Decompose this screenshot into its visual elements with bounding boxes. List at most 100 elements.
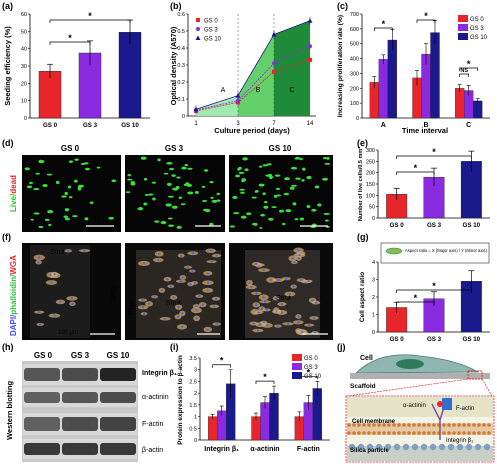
stained-nucleus — [297, 257, 300, 260]
stained-nucleus — [179, 280, 183, 283]
lipid-head — [367, 423, 371, 427]
live-cell — [201, 185, 206, 188]
c-ytick-label: 700 — [350, 12, 359, 18]
a-ytick-label: 50 — [21, 29, 27, 35]
lipid-head — [447, 423, 451, 427]
live-cell — [64, 191, 68, 196]
stained-nucleus — [180, 325, 184, 328]
micro-d-gs0 — [22, 155, 121, 232]
live-cell — [127, 178, 133, 181]
live-cell — [152, 197, 156, 201]
e-xtick-label: GS 3 — [427, 222, 442, 229]
stained-nucleus — [180, 254, 183, 257]
g-inset-formula: Aspect ratio = X (Major axis) / Y (Minor… — [405, 248, 487, 253]
silica-particle — [357, 443, 365, 451]
stained-nucleus — [262, 269, 266, 272]
wb-label-gs0: GS 0 — [34, 351, 53, 360]
live-cell — [268, 176, 274, 178]
live-cell — [252, 222, 257, 226]
live-cell — [172, 187, 179, 191]
i-ytick-label: 2 — [194, 391, 197, 397]
wb-label-gs10: GS 10 — [107, 351, 130, 360]
stained-nucleus — [277, 278, 280, 282]
panel-letter-f: (f) — [2, 232, 11, 242]
stained-nucleus — [300, 279, 303, 282]
stained-nucleus — [176, 315, 180, 318]
stained-nucleus — [215, 254, 218, 257]
micro-d-gs3 — [125, 155, 225, 232]
i-sig-star: * — [220, 356, 224, 366]
lipid-head — [412, 423, 416, 427]
g-ytick-label: 4 — [372, 260, 375, 266]
stained-nucleus — [191, 269, 194, 273]
stained-nucleus — [195, 309, 198, 312]
silica-particle — [474, 443, 482, 451]
live-cell — [242, 157, 248, 161]
live-cell — [167, 195, 174, 198]
micro-d-scale-label: 50 μm — [90, 216, 107, 222]
c-ytick-label: 400 — [350, 57, 359, 63]
i-legend-label: GS 0 — [304, 356, 318, 362]
lipid-head — [457, 431, 461, 435]
schematic-membrane-label: Cell membrane — [352, 419, 396, 425]
live-cell — [239, 188, 245, 191]
panel-letter-h: (h) — [2, 342, 14, 352]
live-cell — [67, 185, 72, 189]
lipid-head — [362, 431, 366, 435]
b-region-a — [196, 95, 238, 116]
i-ytick-label: 3.5 — [189, 356, 197, 362]
live-cell — [72, 215, 78, 218]
stained-nucleus — [280, 311, 283, 314]
live-cell — [96, 166, 101, 169]
g-inset-cell — [385, 247, 403, 255]
b-legend-marker — [196, 27, 200, 31]
stained-nucleus — [177, 305, 180, 309]
micro-f-scale-label: 100 μm — [58, 330, 78, 336]
live-cell — [166, 161, 173, 165]
live-cell — [169, 167, 174, 171]
live-cell — [294, 218, 299, 221]
b-legend-marker — [195, 35, 201, 40]
stained-nucleus — [158, 252, 161, 255]
i-ytick-label: 1.5 — [189, 403, 197, 409]
g-sig2-bracket — [396, 289, 472, 293]
lipid-head — [347, 431, 351, 435]
stained-nucleus — [181, 276, 184, 279]
e-ytick-label: 50 — [369, 205, 375, 211]
live-cell — [238, 171, 245, 174]
c-legend-label: GS 3 — [470, 26, 484, 32]
live-cell — [258, 183, 265, 187]
silica-particle — [366, 443, 374, 451]
e-ylabel: Number of live cells/0.5 mm² — [357, 147, 364, 221]
silica-particle — [420, 443, 428, 451]
silica-particle — [483, 443, 491, 451]
schematic-integrin-label: Integrin β₁ — [446, 438, 473, 444]
live-cell — [324, 219, 329, 222]
e-sig2-star: * — [432, 147, 436, 157]
stained-nucleus — [193, 281, 196, 284]
c-xtick-label: C — [466, 122, 471, 129]
live-cell — [46, 173, 53, 176]
lipid-head — [347, 423, 351, 427]
wb-label-gs3: GS 3 — [71, 351, 90, 360]
stained-nucleus — [172, 296, 175, 299]
stained-nucleus — [312, 316, 316, 320]
live-cell — [167, 217, 173, 220]
i-bar — [312, 388, 322, 441]
i-legend-swatch — [292, 372, 302, 379]
wb-band — [24, 417, 60, 431]
stained-nucleus — [250, 285, 253, 289]
c-ylabel: Increasing proliferation rate (%) — [337, 15, 344, 117]
live-cell — [299, 217, 305, 221]
stained-nucleus — [160, 289, 164, 292]
stained-nucleus — [59, 300, 62, 304]
stained-nucleus — [198, 295, 201, 298]
stained-nucleus — [67, 249, 70, 252]
stained-nucleus — [142, 262, 146, 265]
stained-nucleus — [257, 311, 260, 314]
live-cell — [232, 196, 238, 199]
stained-nucleus — [291, 257, 294, 260]
g-ytick-label: 0 — [372, 330, 375, 336]
live-cell — [144, 194, 149, 196]
